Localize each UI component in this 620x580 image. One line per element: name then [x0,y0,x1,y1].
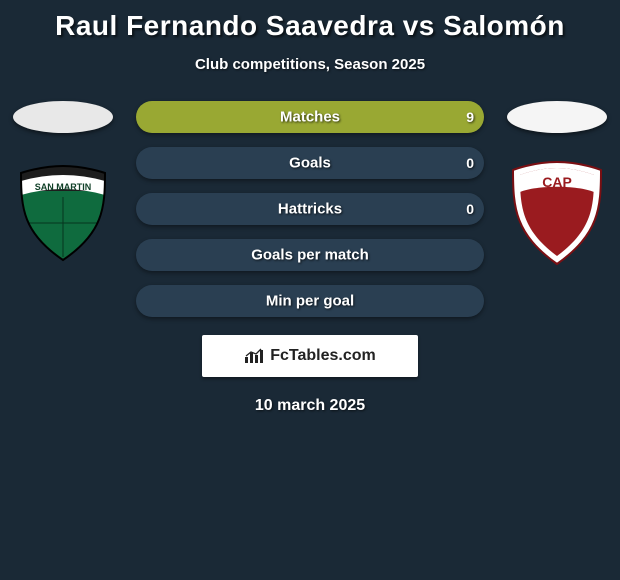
stats-column: Matches 9 Goals 0 Hattricks 0 Goals per match M… [118,101,502,317]
svg-text:CAP: CAP [542,174,572,190]
svg-text:SAN MARTIN: SAN MARTIN [35,182,92,192]
bar-chart-icon [244,348,264,364]
footer-date: 10 march 2025 [0,397,620,415]
stat-label: Goals per match [251,247,369,264]
player-right-portrait-placeholder [507,101,607,133]
brand-badge: FcTables.com [202,335,418,377]
brand-text: FcTables.com [270,347,376,365]
stat-value-right: 0 [466,201,474,217]
stat-row: Matches 9 [136,101,484,133]
team-right-badge: CAP [507,163,607,263]
stat-row: Goals 0 [136,147,484,179]
player-right-side: CAP [502,101,612,263]
stat-row: Hattricks 0 [136,193,484,225]
stat-value-right: 9 [466,109,474,125]
san-martin-shield-icon: SAN MARTIN [13,163,113,263]
page-subtitle: Club competitions, Season 2025 [0,56,620,73]
stat-label: Goals [289,155,331,172]
player-left-portrait-placeholder [13,101,113,133]
stat-label: Matches [280,109,340,126]
stat-value-right: 0 [466,155,474,171]
player-left-side: SAN MARTIN [8,101,118,263]
team-left-badge: SAN MARTIN [13,163,113,263]
stat-row: Goals per match [136,239,484,271]
page-title: Raul Fernando Saavedra vs Salomón [0,0,620,42]
stat-label: Min per goal [266,293,354,310]
stat-row: Min per goal [136,285,484,317]
comparison-layout: SAN MARTIN Matches9Goals0Hattricks0Goals… [0,101,620,317]
cap-shield-icon: CAP [507,158,607,268]
stat-label: Hattricks [278,201,342,218]
